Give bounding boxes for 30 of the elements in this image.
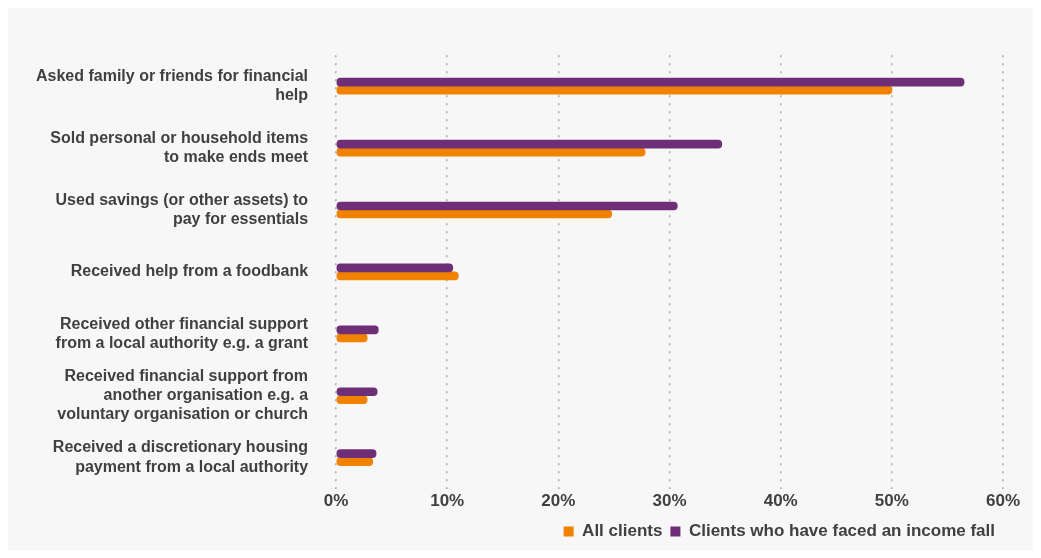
y-tick-label: Received help from a foodbank [70,262,309,280]
x-tick-label: 0% [323,491,349,511]
y-tick-label: Asked family or friends for financial help [35,66,309,104]
bar [336,209,613,219]
y-tick-label: Received a discretionary housing payment from a local authority [52,438,309,475]
bar [336,333,368,343]
x-tick-label: 50% [874,491,909,511]
bar [336,147,646,157]
y-tick-label: Sold personal or household items to make ends meet [50,128,309,166]
y-tick-label: Received financial support from another organisation e.g. a voluntary organisation or church [57,366,309,423]
bar [336,387,378,397]
bar [336,271,459,281]
x-tick-label: 20% [541,491,576,511]
x-tick-label: 40% [763,491,798,511]
y-tick-label: Used savings (or other assets) to pay for essentials [55,190,309,227]
bar [336,201,678,211]
bar [336,77,965,87]
legend-label: All clients [582,521,663,541]
x-tick-label: 10% [430,491,465,511]
bar [336,457,374,466]
legend-label: Clients who have faced an income fall [688,521,996,541]
bar [336,139,723,149]
bar [336,85,893,95]
bar [336,449,377,458]
bar [336,325,379,335]
y-tick-label: Received other financial support from a local authority e.g. a grant [55,314,309,351]
x-tick-label: 30% [652,491,687,511]
bar [336,395,368,405]
bar [336,263,454,273]
x-tick-label: 60% [985,491,1021,511]
